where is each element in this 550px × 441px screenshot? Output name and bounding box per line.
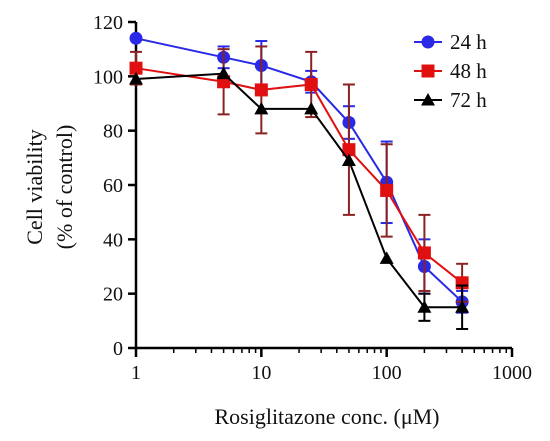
x-tick-label: 100 xyxy=(372,362,402,384)
data-point xyxy=(254,83,268,97)
data-point xyxy=(304,77,318,91)
y-tick-label: 20 xyxy=(103,284,123,306)
data-point xyxy=(129,61,143,75)
y-axis-label-line2: (% of control) xyxy=(52,125,77,250)
series-48h xyxy=(129,45,469,303)
data-point xyxy=(379,251,394,264)
data-point xyxy=(380,183,394,197)
series-line xyxy=(135,67,463,284)
data-point xyxy=(304,101,319,115)
legend-label: 72 h xyxy=(450,88,487,112)
x-tick-label: 10 xyxy=(251,362,271,384)
x-axis-label: Rosiglitazone conc. (μM) xyxy=(214,404,439,429)
legend-marker xyxy=(421,35,435,49)
data-point xyxy=(341,153,356,167)
legend: 24 h 48 h 72 h xyxy=(414,30,487,112)
series-line xyxy=(135,72,463,309)
legend-item: 24 h xyxy=(414,30,487,54)
y-tick-label: 60 xyxy=(103,175,123,197)
legend-item: 48 h xyxy=(414,59,487,83)
y-tick-label: 80 xyxy=(103,121,123,143)
y-tick-label: 40 xyxy=(103,229,123,251)
y-tick-label: 120 xyxy=(93,12,123,34)
data-point xyxy=(216,66,231,80)
series-line xyxy=(135,37,463,303)
y-tick-label: 0 xyxy=(113,338,123,360)
y-axis-label-line1: Cell viability xyxy=(22,129,47,245)
data-point xyxy=(417,246,431,260)
x-tick-label: 1000 xyxy=(492,362,532,384)
y-tick-label: 100 xyxy=(93,66,123,88)
series-24h xyxy=(129,31,469,314)
data-point xyxy=(254,101,269,115)
legend-item: 72 h xyxy=(414,88,487,112)
data-point xyxy=(129,31,143,45)
data-point xyxy=(129,72,143,85)
legend-label: 24 h xyxy=(450,30,487,54)
data-point xyxy=(455,300,470,313)
legend-marker xyxy=(421,93,435,106)
legend-marker xyxy=(421,64,435,78)
data-point xyxy=(342,143,356,157)
series-layer xyxy=(129,31,470,330)
x-tick-label: 1 xyxy=(131,362,141,384)
series-72h xyxy=(129,66,470,330)
legend-label: 48 h xyxy=(450,59,487,83)
data-point xyxy=(417,300,432,313)
